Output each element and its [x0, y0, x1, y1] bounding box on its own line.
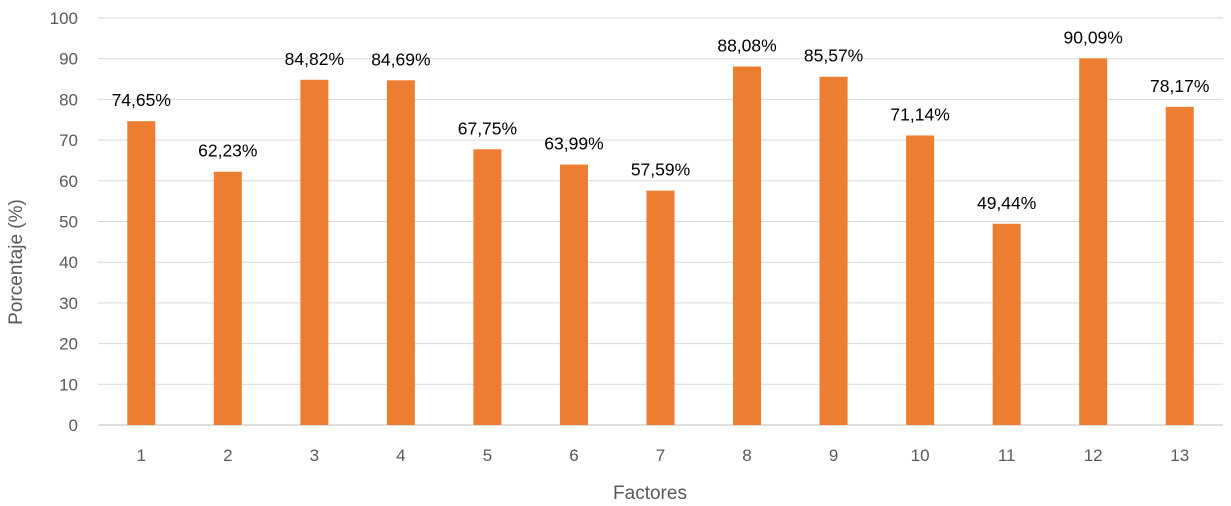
data-label-10: 71,14% [890, 104, 949, 124]
bar-11 [992, 223, 1021, 425]
x-tick-label-13: 13 [1170, 446, 1189, 465]
x-axis-title: Factores [613, 483, 687, 504]
data-label-11: 49,44% [977, 193, 1036, 213]
bar-3 [300, 79, 329, 426]
bar-9 [819, 76, 848, 425]
bar-4 [386, 80, 415, 425]
y-tick-label-20: 20 [59, 335, 78, 354]
bar-13 [1165, 106, 1194, 426]
x-tick-label-3: 3 [310, 446, 319, 465]
y-tick-label-80: 80 [59, 90, 78, 109]
bar-10 [906, 135, 935, 425]
bar-7 [646, 190, 675, 425]
bar-6 [559, 164, 588, 425]
x-tick-label-5: 5 [483, 446, 492, 465]
x-tick-label-1: 1 [137, 446, 146, 465]
y-tick-label-40: 40 [59, 253, 78, 272]
bar-5 [473, 149, 502, 425]
data-labels: 74,65% 62,23% 84,82% 84,69% 67,75% 63,99% 57,5… [112, 27, 1210, 212]
data-label-3: 84,82% [285, 49, 344, 69]
x-tick-label-7: 7 [656, 446, 665, 465]
x-tick-label-9: 9 [829, 446, 838, 465]
bar-1 [127, 121, 156, 425]
bars [127, 58, 1194, 426]
y-tick-label-60: 60 [59, 172, 78, 191]
y-tick-label-50: 50 [59, 213, 78, 232]
x-tick-label-6: 6 [569, 446, 578, 465]
data-label-5: 67,75% [458, 118, 517, 138]
data-label-8: 88,08% [717, 36, 776, 56]
x-axis-ticks: 1 2 3 4 5 6 7 8 9 10 11 12 13 [137, 446, 1190, 465]
x-tick-label-8: 8 [742, 446, 751, 465]
y-tick-label-0: 0 [69, 416, 78, 435]
y-tick-label-10: 10 [59, 375, 78, 394]
y-tick-label-90: 90 [59, 50, 78, 69]
x-tick-label-11: 11 [998, 446, 1016, 465]
data-label-2: 62,23% [198, 141, 257, 161]
x-tick-label-4: 4 [396, 446, 405, 465]
y-axis-ticks: 0 10 20 30 40 50 60 70 80 90 100 [50, 9, 78, 435]
x-tick-label-12: 12 [1084, 446, 1103, 465]
bar-8 [733, 66, 762, 425]
data-label-13: 78,17% [1150, 76, 1209, 96]
y-tick-label-30: 30 [59, 294, 78, 313]
y-tick-label-100: 100 [50, 9, 78, 28]
x-tick-label-10: 10 [911, 446, 930, 465]
y-axis-title: Porcentaje (%) [6, 199, 27, 325]
data-label-4: 84,69% [371, 49, 430, 69]
data-label-1: 74,65% [112, 90, 171, 110]
y-tick-label-70: 70 [59, 131, 78, 150]
data-label-7: 57,59% [631, 160, 690, 180]
bar-2 [213, 171, 242, 425]
data-label-9: 85,57% [804, 46, 863, 66]
data-label-6: 63,99% [544, 134, 603, 154]
x-tick-label-2: 2 [223, 446, 232, 465]
bar-12 [1079, 58, 1108, 425]
data-label-12: 90,09% [1064, 27, 1123, 47]
